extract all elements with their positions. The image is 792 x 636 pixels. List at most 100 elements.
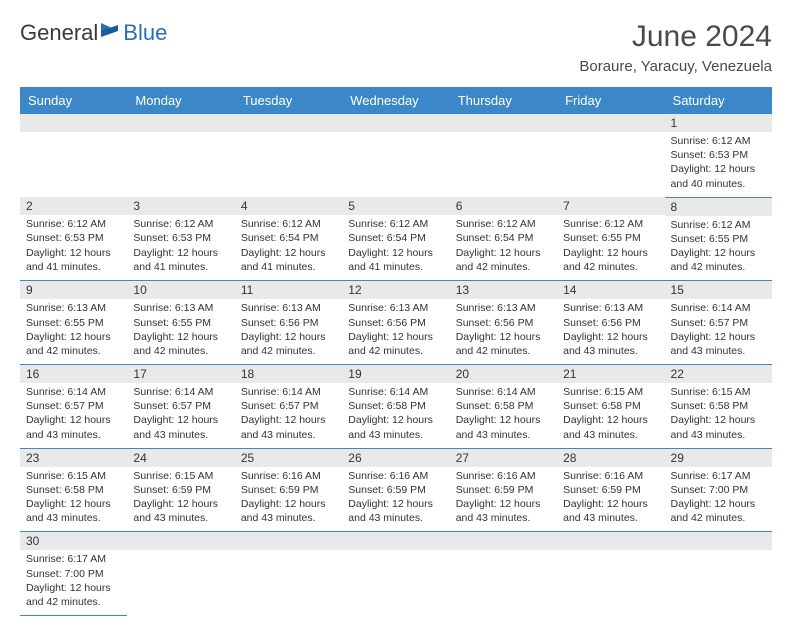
sunrise-line: Sunrise: 6:12 AM <box>133 217 228 231</box>
day-body <box>665 550 772 598</box>
header: General Blue June 2024 Boraure, Yaracuy,… <box>20 20 772 75</box>
day-body: Sunrise: 6:16 AMSunset: 6:59 PMDaylight:… <box>557 467 664 532</box>
daylight-line: Daylight: 12 hours and 43 minutes. <box>133 497 228 525</box>
day-number <box>557 532 664 550</box>
day-number: 19 <box>342 365 449 383</box>
day-number <box>127 532 234 550</box>
weekday-header: Saturday <box>665 87 772 114</box>
day-body: Sunrise: 6:14 AMSunset: 6:58 PMDaylight:… <box>450 383 557 448</box>
day-body: Sunrise: 6:17 AMSunset: 7:00 PMDaylight:… <box>665 467 772 532</box>
calendar-day-cell <box>342 114 449 197</box>
calendar-day-cell: 13Sunrise: 6:13 AMSunset: 6:56 PMDayligh… <box>450 281 557 365</box>
daylight-line: Daylight: 12 hours and 43 minutes. <box>348 497 443 525</box>
day-body <box>450 132 557 180</box>
sunset-line: Sunset: 6:55 PM <box>563 231 658 245</box>
calendar-day-cell: 22Sunrise: 6:15 AMSunset: 6:58 PMDayligh… <box>665 365 772 449</box>
sunrise-line: Sunrise: 6:17 AM <box>26 552 121 566</box>
day-body: Sunrise: 6:13 AMSunset: 6:56 PMDaylight:… <box>342 299 449 364</box>
sunset-line: Sunset: 6:56 PM <box>456 316 551 330</box>
day-number: 2 <box>20 197 127 215</box>
daylight-line: Daylight: 12 hours and 43 minutes. <box>563 413 658 441</box>
weekday-header: Friday <box>557 87 664 114</box>
daylight-line: Daylight: 12 hours and 42 minutes. <box>26 330 121 358</box>
sunrise-line: Sunrise: 6:15 AM <box>671 385 766 399</box>
daylight-line: Daylight: 12 hours and 40 minutes. <box>671 162 766 190</box>
daylight-line: Daylight: 12 hours and 42 minutes. <box>456 330 551 358</box>
daylight-line: Daylight: 12 hours and 43 minutes. <box>563 330 658 358</box>
sunrise-line: Sunrise: 6:14 AM <box>456 385 551 399</box>
sunset-line: Sunset: 6:55 PM <box>26 316 121 330</box>
logo-flag-icon <box>100 20 122 46</box>
sunset-line: Sunset: 6:56 PM <box>563 316 658 330</box>
day-body <box>235 132 342 180</box>
sunrise-line: Sunrise: 6:15 AM <box>26 469 121 483</box>
day-body <box>557 132 664 180</box>
calendar-day-cell: 2Sunrise: 6:12 AMSunset: 6:53 PMDaylight… <box>20 197 127 281</box>
calendar-day-cell: 1Sunrise: 6:12 AMSunset: 6:53 PMDaylight… <box>665 114 772 197</box>
calendar-day-cell: 9Sunrise: 6:13 AMSunset: 6:55 PMDaylight… <box>20 281 127 365</box>
calendar-day-cell <box>450 114 557 197</box>
day-number: 6 <box>450 197 557 215</box>
day-body: Sunrise: 6:17 AMSunset: 7:00 PMDaylight:… <box>20 550 127 615</box>
day-body: Sunrise: 6:14 AMSunset: 6:57 PMDaylight:… <box>127 383 234 448</box>
calendar-week-row: 1Sunrise: 6:12 AMSunset: 6:53 PMDaylight… <box>20 114 772 197</box>
calendar-day-cell <box>557 114 664 197</box>
sunset-line: Sunset: 6:56 PM <box>241 316 336 330</box>
sunset-line: Sunset: 6:57 PM <box>26 399 121 413</box>
daylight-line: Daylight: 12 hours and 42 minutes. <box>456 246 551 274</box>
day-number: 27 <box>450 449 557 467</box>
sunrise-line: Sunrise: 6:13 AM <box>241 301 336 315</box>
day-number <box>557 114 664 132</box>
sunrise-line: Sunrise: 6:13 AM <box>348 301 443 315</box>
day-number <box>235 114 342 132</box>
logo-text-1: General <box>20 20 98 46</box>
calendar-day-cell: 16Sunrise: 6:14 AMSunset: 6:57 PMDayligh… <box>20 365 127 449</box>
daylight-line: Daylight: 12 hours and 42 minutes. <box>563 246 658 274</box>
calendar-week-row: 30Sunrise: 6:17 AMSunset: 7:00 PMDayligh… <box>20 532 772 616</box>
calendar-day-cell: 15Sunrise: 6:14 AMSunset: 6:57 PMDayligh… <box>665 281 772 365</box>
day-number: 25 <box>235 449 342 467</box>
sunset-line: Sunset: 6:54 PM <box>348 231 443 245</box>
calendar-day-cell: 17Sunrise: 6:14 AMSunset: 6:57 PMDayligh… <box>127 365 234 449</box>
day-number <box>342 532 449 550</box>
daylight-line: Daylight: 12 hours and 42 minutes. <box>671 246 766 274</box>
daylight-line: Daylight: 12 hours and 41 minutes. <box>348 246 443 274</box>
sunset-line: Sunset: 6:57 PM <box>133 399 228 413</box>
daylight-line: Daylight: 12 hours and 42 minutes. <box>26 581 121 609</box>
sunrise-line: Sunrise: 6:14 AM <box>133 385 228 399</box>
daylight-line: Daylight: 12 hours and 43 minutes. <box>456 497 551 525</box>
sunrise-line: Sunrise: 6:14 AM <box>26 385 121 399</box>
calendar-day-cell: 10Sunrise: 6:13 AMSunset: 6:55 PMDayligh… <box>127 281 234 365</box>
sunset-line: Sunset: 6:58 PM <box>671 399 766 413</box>
calendar-day-cell: 8Sunrise: 6:12 AMSunset: 6:55 PMDaylight… <box>665 197 772 281</box>
daylight-line: Daylight: 12 hours and 43 minutes. <box>241 497 336 525</box>
sunrise-line: Sunrise: 6:15 AM <box>563 385 658 399</box>
sunset-line: Sunset: 6:59 PM <box>241 483 336 497</box>
daylight-line: Daylight: 12 hours and 41 minutes. <box>26 246 121 274</box>
calendar-day-cell: 14Sunrise: 6:13 AMSunset: 6:56 PMDayligh… <box>557 281 664 365</box>
calendar-day-cell: 24Sunrise: 6:15 AMSunset: 6:59 PMDayligh… <box>127 448 234 532</box>
day-number: 30 <box>20 532 127 550</box>
calendar-day-cell: 23Sunrise: 6:15 AMSunset: 6:58 PMDayligh… <box>20 448 127 532</box>
weekday-header-row: Sunday Monday Tuesday Wednesday Thursday… <box>20 87 772 114</box>
sunset-line: Sunset: 6:54 PM <box>456 231 551 245</box>
calendar-day-cell: 7Sunrise: 6:12 AMSunset: 6:55 PMDaylight… <box>557 197 664 281</box>
calendar-day-cell: 3Sunrise: 6:12 AMSunset: 6:53 PMDaylight… <box>127 197 234 281</box>
sunrise-line: Sunrise: 6:16 AM <box>563 469 658 483</box>
sunrise-line: Sunrise: 6:12 AM <box>348 217 443 231</box>
sunrise-line: Sunrise: 6:16 AM <box>241 469 336 483</box>
weekday-header: Monday <box>127 87 234 114</box>
sunset-line: Sunset: 6:58 PM <box>563 399 658 413</box>
calendar-day-cell <box>235 532 342 616</box>
day-body <box>450 550 557 598</box>
day-body: Sunrise: 6:14 AMSunset: 6:58 PMDaylight:… <box>342 383 449 448</box>
day-number: 20 <box>450 365 557 383</box>
day-number: 11 <box>235 281 342 299</box>
calendar-day-cell: 11Sunrise: 6:13 AMSunset: 6:56 PMDayligh… <box>235 281 342 365</box>
calendar-week-row: 23Sunrise: 6:15 AMSunset: 6:58 PMDayligh… <box>20 448 772 532</box>
daylight-line: Daylight: 12 hours and 43 minutes. <box>241 413 336 441</box>
day-body: Sunrise: 6:14 AMSunset: 6:57 PMDaylight:… <box>665 299 772 364</box>
sunset-line: Sunset: 6:53 PM <box>671 148 766 162</box>
day-number: 1 <box>665 114 772 132</box>
sunrise-line: Sunrise: 6:13 AM <box>26 301 121 315</box>
